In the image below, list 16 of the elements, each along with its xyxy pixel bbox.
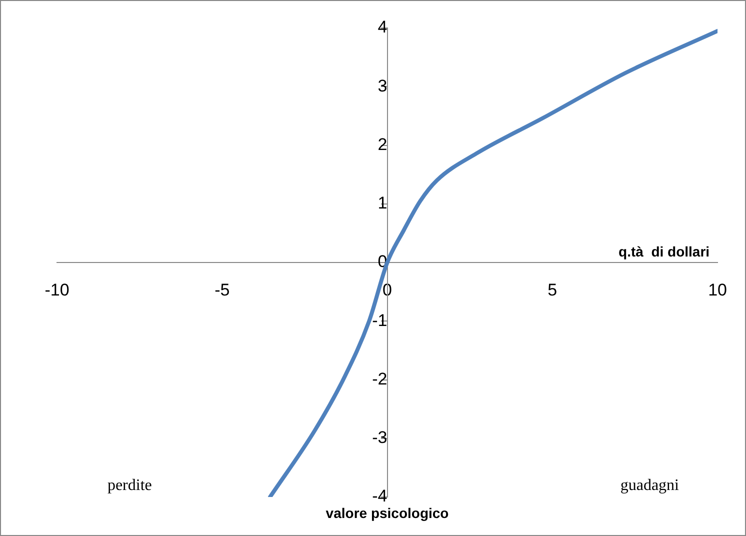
y-tick-label: -3 xyxy=(372,428,388,448)
y-tick-label: 1 xyxy=(378,194,388,213)
y-tick-label: 2 xyxy=(378,134,388,154)
x-tick-label: -5 xyxy=(214,280,230,300)
x-tick-label: 5 xyxy=(548,280,558,300)
x-tick-label: -10 xyxy=(44,280,70,300)
y-tick-label: -4 xyxy=(372,486,388,506)
x-axis-title: q.tà di dollari xyxy=(618,243,710,260)
annotation: perdite xyxy=(107,477,152,494)
y-tick-label: -2 xyxy=(372,369,388,388)
y-tick-label: -1 xyxy=(372,310,388,330)
annotation: guadagni xyxy=(620,477,680,494)
x-tick-label: 10 xyxy=(708,280,728,300)
y-tick-label: 4 xyxy=(378,18,388,37)
y-tick-label: 3 xyxy=(378,76,388,96)
text: valore psicologico xyxy=(326,504,449,521)
